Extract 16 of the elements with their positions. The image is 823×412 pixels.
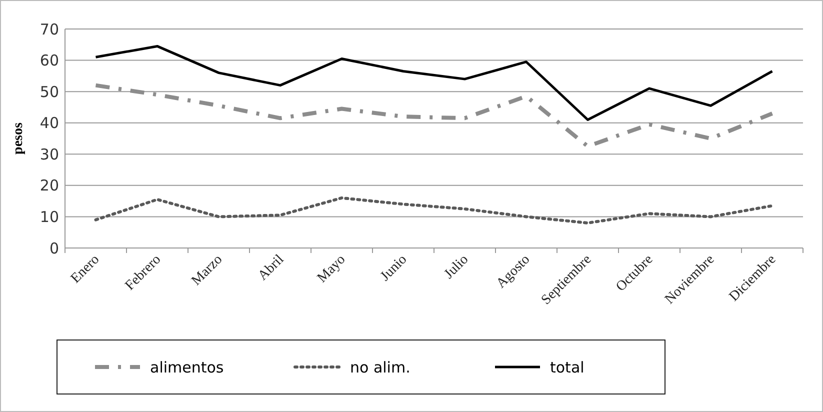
line-series	[94, 196, 774, 224]
x-tick-label: Julio	[442, 252, 472, 282]
y-tick-label: 70	[40, 20, 59, 38]
y-axis-title: pesos	[11, 122, 26, 154]
line-series	[94, 44, 774, 121]
legend-label: total	[550, 358, 584, 376]
y-tick-label: 10	[40, 208, 59, 226]
line-series	[94, 83, 774, 148]
legend-label: alimentos	[150, 358, 224, 376]
y-tick-label: 40	[40, 114, 59, 132]
y-tick-label: 30	[40, 145, 59, 164]
y-tick-label: 0	[49, 239, 59, 258]
y-tick-label: 20	[40, 176, 59, 195]
y-tick-label: 50	[40, 82, 59, 101]
y-tick-label: 60	[40, 52, 59, 70]
legend-label: no alim.	[350, 358, 410, 376]
